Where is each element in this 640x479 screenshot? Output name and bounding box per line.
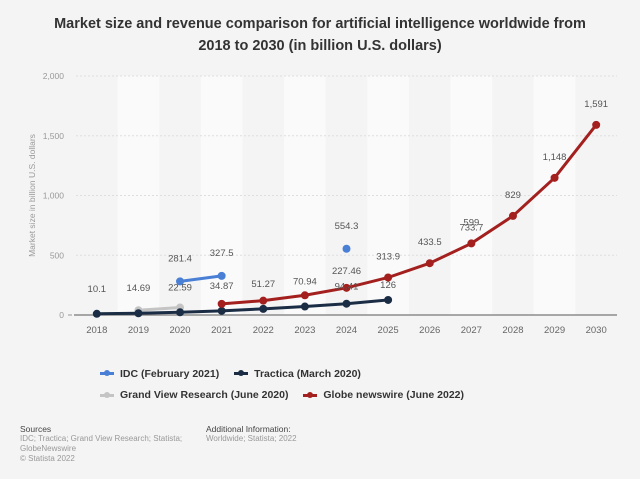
data-label: 327.5 [210,248,234,259]
data-point [300,302,309,311]
copyright: © Statista 2022 [20,454,75,463]
x-tick-label: 2022 [253,325,274,336]
data-point [342,244,351,253]
y-tick-label: 2,000 [43,71,65,81]
data-point [217,306,226,315]
legend-item-grand-view[interactable]: Grand View Research (June 2020) [100,389,288,401]
data-label: 126 [380,280,396,291]
series-line [95,298,390,316]
sources-heading: Sources [20,424,52,434]
legend-item-globe-newswire[interactable]: Globe newswire (June 2022) [303,389,464,401]
data-point [92,309,101,318]
y-tick-label: 1,500 [43,131,65,141]
data-label: 22.59 [168,282,192,293]
legend-label: Tractica (March 2020) [254,367,361,380]
data-point [425,259,434,268]
data-label: 554.3 [335,221,359,232]
y-tick-label: 500 [50,250,64,260]
data-label: 733.7 [459,222,483,233]
data-point [384,273,393,282]
x-tick-label: 2029 [544,325,565,336]
legend-marker-icon [303,391,318,398]
data-label: 227.46 [332,266,361,277]
additional-text: Worldwide; Statista; 2022 [206,434,297,443]
y-axis-title: Market size in billion U.S. dollars [27,134,37,257]
x-tick-label: 2024 [336,325,357,336]
x-tick-label: 2021 [211,325,232,336]
series-line [178,274,224,283]
y-tick-label: 1,000 [43,191,65,201]
series-line [136,306,182,312]
data-point [592,120,601,129]
additional-heading[interactable]: Additional Information: [206,424,291,434]
legend-item-tractica[interactable]: Tractica (March 2020) [234,368,361,380]
data-label: 599 [463,217,479,228]
data-point [176,308,185,317]
data-point [342,299,351,308]
x-tick-label: 2026 [419,325,440,336]
data-point [467,239,476,248]
legend-label: Grand View Research (June 2020) [120,389,289,401]
data-label: 1,591 [584,99,608,110]
data-label: 10.1 [88,284,107,295]
legend-marker-icon [100,370,114,376]
legend-marker-icon [234,370,249,376]
data-label: 51.27 [251,279,275,290]
x-tick-label: 2030 [586,325,607,336]
data-point [259,304,268,313]
x-tick-label: 2020 [169,325,190,336]
data-label: 14.69 [127,283,151,294]
sources-block: Sources IDC; Tractica; Grand View Resear… [20,424,190,464]
data-label: 94.41 [335,282,359,293]
x-tick-label: 2019 [128,325,149,336]
x-tick-label: 2023 [294,325,315,336]
legend: IDC (February 2021) Tractica (March 2020… [100,366,570,409]
legend-label: IDC (February 2021) [120,367,220,380]
data-label: 829 [505,190,521,201]
legend-label: Globe newswire (June 2022) [323,389,465,401]
data-label: 433.5 [418,237,442,248]
chart-title: Market size and revenue comparison for a… [54,16,586,54]
x-tick-label: 2027 [461,325,482,336]
data-point [384,295,393,304]
data-point [217,299,226,308]
data-label: 70.94 [293,277,317,288]
data-point [134,309,143,318]
sources-text[interactable]: IDC; Tractica; Grand View Research; Stat… [20,434,183,453]
data-label: 34.87 [210,281,234,292]
y-tick-label: 0 [59,310,64,320]
data-point [259,296,268,305]
x-tick-label: 2018 [86,325,107,336]
chart: 0 500 1,000 1,500 2,000 Market size in billio… [27,71,617,336]
additional-info-block: Additional Information: Worldwide; Stati… [206,424,406,444]
legend-marker-icon [100,391,114,398]
x-tick-label: 2028 [502,325,523,336]
data-point [508,211,517,220]
legend-item-idc[interactable]: IDC (February 2021) [100,368,219,380]
data-point [176,277,185,286]
x-tick-label: 2025 [378,325,399,336]
data-point [342,283,351,292]
data-label: 313.9 [376,251,400,262]
data-point [217,271,226,280]
data-point [550,173,559,182]
data-label: 281.4 [168,253,192,264]
data-point [300,291,309,300]
series-line [220,123,598,306]
data-label: 1,148 [543,152,567,163]
